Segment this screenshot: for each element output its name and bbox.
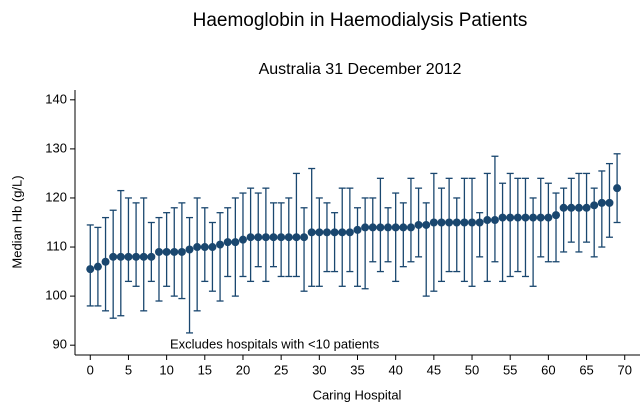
median-point — [284, 233, 293, 242]
median-point — [590, 201, 599, 210]
x-tick-label: 5 — [125, 362, 132, 377]
y-tick-label: 90 — [53, 337, 67, 352]
x-tick-label: 10 — [159, 362, 173, 377]
median-point — [574, 203, 583, 212]
median-point — [315, 228, 324, 237]
x-tick-label: 70 — [617, 362, 631, 377]
x-tick-label: 15 — [198, 362, 212, 377]
median-point — [384, 223, 393, 232]
x-tick-label: 30 — [312, 362, 326, 377]
median-point — [361, 223, 370, 232]
median-point — [162, 247, 171, 256]
median-point — [422, 220, 431, 229]
median-point — [345, 228, 354, 237]
x-tick-label: 0 — [87, 362, 94, 377]
y-tick-label: 130 — [45, 140, 67, 155]
y-tick-label: 110 — [46, 238, 67, 253]
median-point — [399, 223, 408, 232]
median-point — [391, 223, 400, 232]
x-axis-label: Caring Hospital — [313, 387, 402, 402]
median-point — [292, 233, 301, 242]
median-point — [452, 218, 461, 227]
median-point — [86, 265, 95, 274]
x-tick-label: 20 — [236, 362, 250, 377]
median-point — [223, 238, 232, 247]
median-point — [605, 198, 614, 207]
x-tick-label: 35 — [350, 362, 364, 377]
median-point — [200, 243, 209, 252]
median-point — [246, 233, 255, 242]
median-point — [376, 223, 385, 232]
y-tick-label: 120 — [45, 189, 67, 204]
x-tick-label: 55 — [503, 362, 517, 377]
median-point — [544, 213, 553, 222]
chart-subtitle: Australia 31 December 2012 — [259, 61, 462, 78]
median-point — [208, 243, 217, 252]
median-point — [231, 238, 240, 247]
median-point — [338, 228, 347, 237]
median-point — [261, 233, 270, 242]
median-point — [414, 220, 423, 229]
median-point — [368, 223, 377, 232]
median-point — [216, 240, 225, 249]
median-point — [277, 233, 286, 242]
median-point — [483, 216, 492, 225]
chart-title: Haemoglobin in Haemodialysis Patients — [193, 10, 528, 31]
median-point — [613, 184, 622, 193]
median-point — [330, 228, 339, 237]
x-tick-label: 40 — [388, 362, 402, 377]
x-tick-label: 65 — [579, 362, 593, 377]
median-point — [582, 203, 591, 212]
median-point — [513, 213, 522, 222]
median-point — [154, 247, 163, 256]
median-point — [116, 252, 125, 261]
median-point — [521, 213, 530, 222]
median-point — [429, 218, 438, 227]
median-point — [177, 247, 186, 256]
median-point — [300, 233, 309, 242]
median-point — [139, 252, 148, 261]
median-point — [498, 213, 507, 222]
median-point — [406, 223, 415, 232]
median-point — [445, 218, 454, 227]
median-point — [322, 228, 331, 237]
median-point — [468, 218, 477, 227]
median-point — [559, 203, 568, 212]
x-tick-label: 25 — [274, 362, 288, 377]
median-point — [147, 252, 156, 261]
median-point — [475, 218, 484, 227]
median-point — [93, 262, 102, 271]
median-point — [254, 233, 263, 242]
median-point — [124, 252, 133, 261]
median-point — [552, 211, 561, 220]
median-point — [193, 243, 202, 252]
x-tick-label: 45 — [427, 362, 441, 377]
median-point — [238, 235, 247, 244]
median-point — [185, 245, 194, 254]
median-point — [506, 213, 515, 222]
median-point — [101, 257, 110, 266]
median-point — [269, 233, 278, 242]
y-tick-label: 100 — [45, 288, 67, 303]
median-point — [109, 252, 118, 261]
median-point — [567, 203, 576, 212]
median-point — [307, 228, 316, 237]
median-point — [597, 198, 606, 207]
y-axis-label: Median Hb (g/L) — [9, 175, 24, 268]
annotation: Excludes hospitals with <10 patients — [170, 336, 380, 351]
x-tick-label: 60 — [541, 362, 555, 377]
median-point — [132, 252, 141, 261]
median-point — [353, 225, 362, 234]
median-point — [536, 213, 545, 222]
median-point — [490, 216, 499, 225]
median-point — [170, 247, 179, 256]
x-tick-label: 50 — [465, 362, 479, 377]
median-point — [529, 213, 538, 222]
median-point — [460, 218, 469, 227]
median-point — [437, 218, 446, 227]
y-tick-label: 140 — [45, 91, 67, 106]
